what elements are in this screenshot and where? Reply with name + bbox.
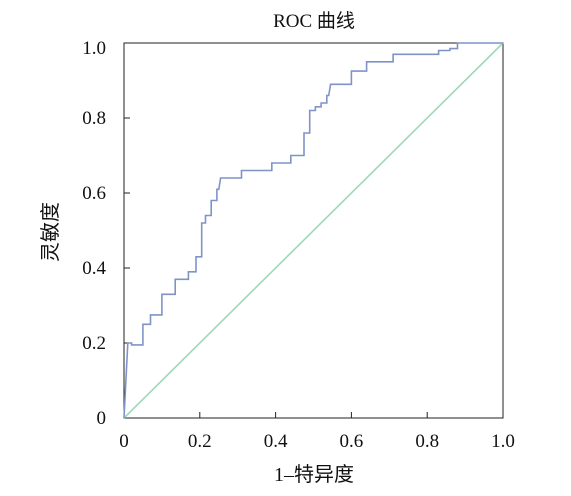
y-tick-label: 0.2 <box>82 333 106 354</box>
plot-frame <box>123 42 504 419</box>
y-tick-label: 0.4 <box>82 258 106 279</box>
y-tick-label: 0 <box>97 408 107 429</box>
roc-curve <box>123 42 503 419</box>
x-tick-label: 0.6 <box>340 431 364 452</box>
x-tick-label: 0 <box>119 431 129 452</box>
x-tick-label: 1.0 <box>491 431 515 452</box>
x-tick-label: 0.2 <box>188 431 212 452</box>
reference-diagonal <box>123 42 504 419</box>
x-tick-label: 0.8 <box>415 431 439 452</box>
y-tick-label: 0.6 <box>82 183 106 204</box>
x-tick-labels: 0 0.2 0.4 0.6 0.8 1.0 <box>119 431 515 452</box>
x-tick-label: 0.4 <box>264 431 288 452</box>
y-tick-label: 1.0 <box>82 38 106 59</box>
y-tick-label: 0.8 <box>82 108 106 129</box>
y-axis-label: 灵敏度 <box>39 202 62 262</box>
chart-title: ROC 曲线 <box>273 10 355 32</box>
y-tick-labels: 0 0.2 0.4 0.6 0.8 1.0 <box>82 38 106 429</box>
x-axis-label: 1–特异度 <box>274 463 354 486</box>
